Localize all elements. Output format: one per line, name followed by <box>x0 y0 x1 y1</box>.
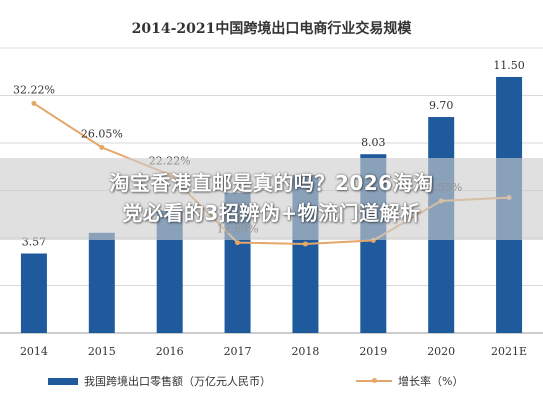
chart-title: 2014-2021中国跨境出口电商行业交易规模 <box>131 21 412 37</box>
legend-line-swatch <box>356 378 392 383</box>
overlay-headline: 淘宝香港直邮是真的吗？2026海淘 党必看的3招辨伪+物流门道解析 <box>0 168 543 228</box>
x-tick-label-2017: 2017 <box>224 345 252 358</box>
overlay-headline-line-1: 淘宝香港直邮是真的吗？2026海淘 <box>109 171 434 195</box>
legend-bar-label: 我国跨境出口零售额（万亿元人民币） <box>84 375 271 388</box>
growth-point-2015 <box>99 144 105 150</box>
x-tick-label-2021E: 2021E <box>491 345 527 358</box>
x-tick-label-2015: 2015 <box>88 345 116 358</box>
bar-label-2019: 8.03 <box>361 136 386 149</box>
growth-point-2018 <box>302 241 308 247</box>
growth-point-2014 <box>31 100 37 106</box>
legend-item-line: 增长率（%） <box>356 371 463 391</box>
x-tick-label-2016: 2016 <box>156 345 184 358</box>
growth-point-2017 <box>235 240 241 246</box>
x-tick-label-2020: 2020 <box>427 345 455 358</box>
bar-2014 <box>20 253 47 333</box>
x-tick-label-2014: 2014 <box>20 345 48 358</box>
chart-legend: 我国跨境出口零售额（万亿元人民币） 增长率（%） <box>0 371 543 391</box>
legend-item-bar: 我国跨境出口零售额（万亿元人民币） <box>48 371 271 391</box>
overlay-headline-line-2: 党必看的3招辨伪+物流门道解析 <box>122 201 421 225</box>
x-tick-label-2019: 2019 <box>359 345 387 358</box>
overlay-banner <box>0 158 543 240</box>
growth-label-2015: 26.05% <box>81 127 123 140</box>
bar-label-2020: 9.70 <box>429 99 454 112</box>
bar-2015 <box>88 232 115 333</box>
legend-bar-swatch <box>48 377 78 385</box>
x-tick-label-2018: 2018 <box>291 345 319 358</box>
growth-label-2014: 32.22% <box>13 83 55 96</box>
bar-label-2021E: 11.50 <box>493 59 525 72</box>
legend-line-label: 增长率（%） <box>398 375 464 388</box>
